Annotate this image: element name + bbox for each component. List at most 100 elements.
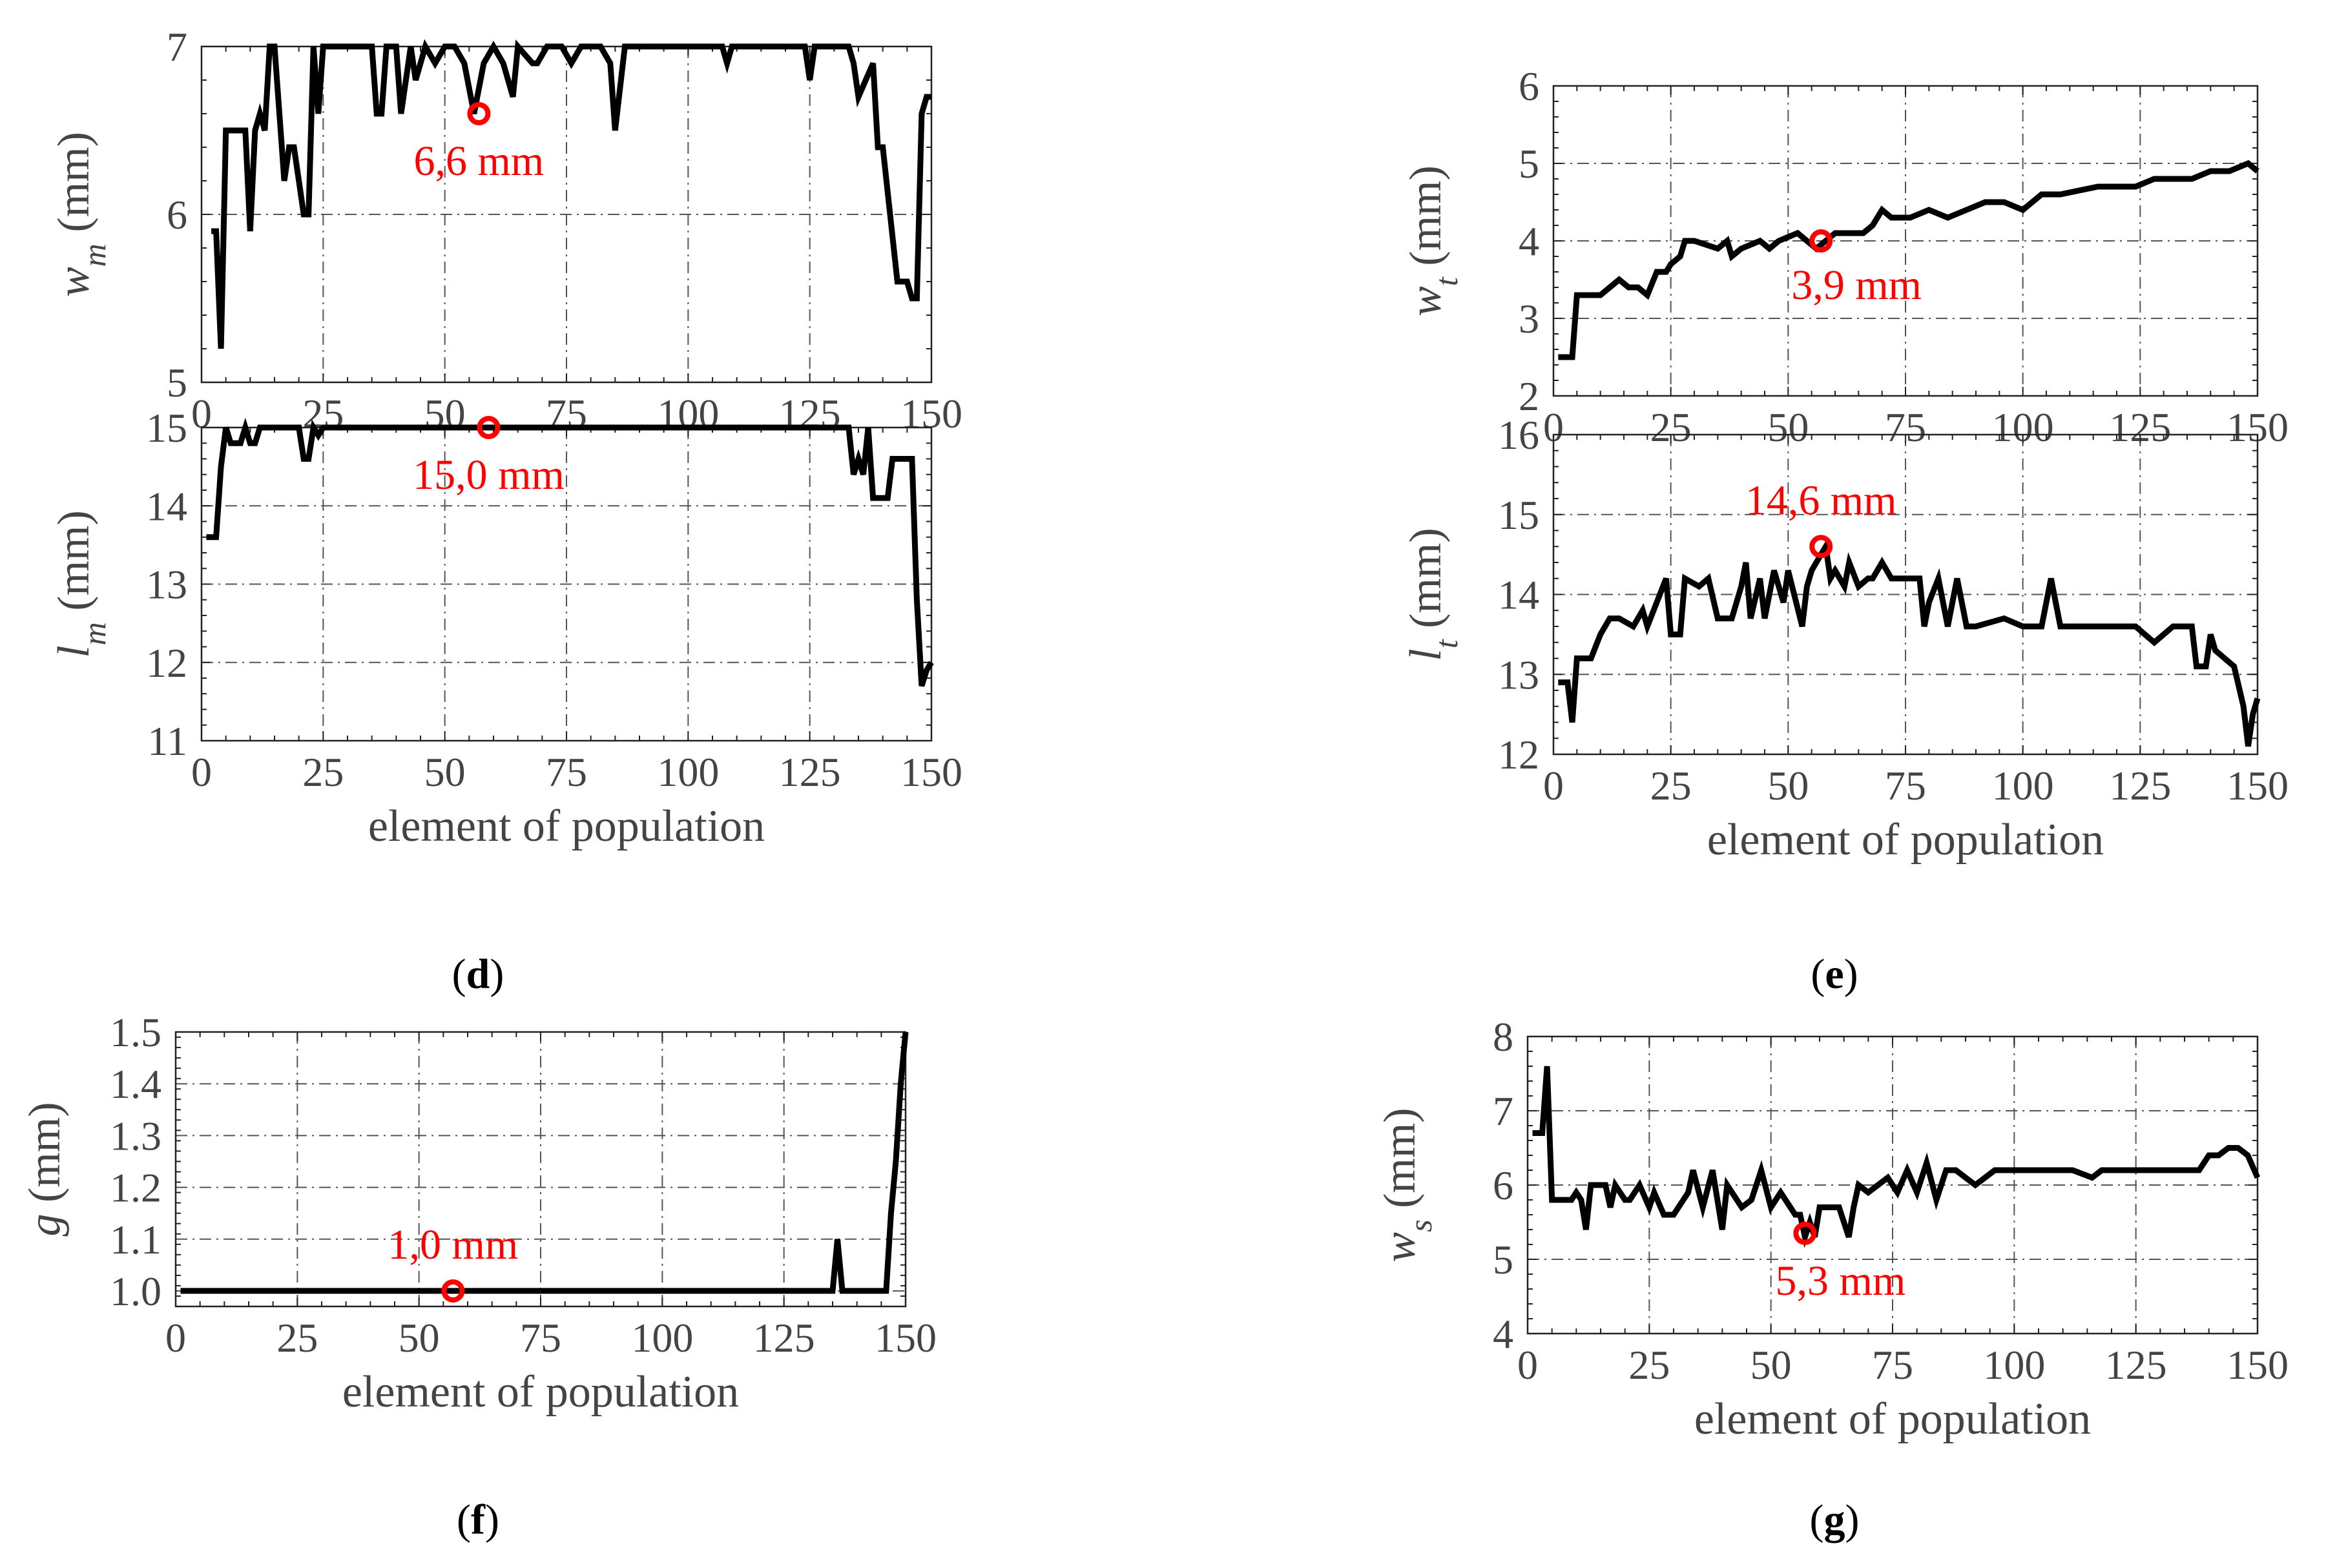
series-line — [1558, 160, 2259, 360]
y-tick-label: 1.3 — [110, 1113, 161, 1159]
x-tick-label: 50 — [399, 1315, 440, 1361]
y-tick-label: 5 — [167, 360, 187, 406]
chart-lt: 0 25 50 75 100 125 150 12 13 14 15 16 element of pop… — [1401, 412, 2289, 865]
optimum-marker — [1793, 1221, 1817, 1245]
x-tick-label: 125 — [2109, 763, 2171, 809]
panel-label-d: (d) — [452, 951, 504, 998]
y-axis-subscript: t — [1428, 639, 1464, 648]
x-tick-label: 25 — [302, 749, 344, 795]
y-tick-label: 4 — [1519, 218, 1539, 264]
x-tick-label: 0 — [1517, 1342, 1538, 1388]
chart-ws: 0 25 50 75 100 125 150 4 5 6 7 8 element of populati… — [1375, 1014, 2289, 1444]
series-line — [211, 39, 931, 349]
y-tick-label: 13 — [146, 562, 187, 608]
y-axis-title: lm (mm) — [49, 510, 112, 658]
optimum-label: 15,0 mm — [413, 451, 565, 499]
x-tick-label: 0 — [1543, 763, 1564, 809]
y-axis-title: lt (mm) — [1401, 528, 1464, 661]
y-axis-variable: l — [49, 645, 99, 657]
y-tick-label: 11 — [147, 718, 187, 764]
y-axis-unit: (mm) — [49, 510, 99, 622]
y-axis-title: ws (mm) — [1375, 1108, 1438, 1262]
panel-label-e: (e) — [1811, 951, 1858, 998]
y-axis-variable: w — [1375, 1232, 1425, 1263]
x-tick-label: 0 — [165, 1315, 186, 1361]
x-tick-label: 125 — [2105, 1342, 2167, 1388]
series-line — [206, 417, 934, 687]
y-tick-label: 15 — [1498, 492, 1539, 538]
x-axis-title: element of population — [368, 801, 765, 851]
optimum-label: 1,0 mm — [388, 1221, 519, 1268]
y-tick-label: 1.2 — [110, 1165, 161, 1211]
optimum-marker — [1809, 229, 1833, 253]
optimum-label: 5,3 mm — [1776, 1257, 1906, 1305]
y-tick-label: 7 — [1493, 1088, 1513, 1134]
optimum-marker — [467, 102, 491, 125]
x-tick-label: 25 — [1628, 1342, 1670, 1388]
x-tick-label: 125 — [779, 749, 841, 795]
y-axis-title: g (mm) — [20, 1102, 70, 1236]
y-axis-unit: (mm) — [1401, 165, 1451, 277]
x-tick-label: 125 — [753, 1315, 815, 1361]
y-tick-label: 1.0 — [110, 1268, 161, 1314]
x-axis-title: element of population — [1694, 1394, 2091, 1444]
x-tick-label: 150 — [900, 749, 962, 795]
optimum-label: 6,6 mm — [414, 138, 545, 185]
series-line — [1558, 538, 2261, 747]
optimum-marker — [477, 416, 501, 439]
y-tick-label: 12 — [1498, 732, 1539, 778]
x-tick-label: 50 — [1767, 763, 1809, 809]
y-tick-label: 5 — [1493, 1237, 1513, 1283]
y-axis-variable: w — [1401, 286, 1451, 316]
y-axis-subscript: m — [76, 622, 112, 645]
panel-label-f: (f) — [457, 1496, 499, 1543]
y-axis-subscript: t — [1428, 276, 1464, 286]
panel-label-g: (g) — [1810, 1496, 1860, 1543]
y-tick-label: 16 — [1498, 412, 1539, 458]
y-tick-label: 6 — [167, 192, 187, 238]
y-tick-label: 1.5 — [110, 1009, 161, 1055]
y-axis-variable: w — [49, 267, 99, 297]
x-tick-label: 25 — [276, 1315, 318, 1361]
x-tick-label: 100 — [1992, 763, 2054, 809]
y-tick-label: 1.4 — [110, 1061, 161, 1107]
x-tick-label: 150 — [2227, 763, 2289, 809]
y-axis-unit: (mm) — [1375, 1108, 1425, 1219]
y-tick-label: 3 — [1519, 296, 1539, 342]
x-tick-label: 100 — [631, 1315, 693, 1361]
y-tick-label: 1.1 — [110, 1217, 161, 1263]
x-tick-label: 150 — [875, 1315, 937, 1361]
y-tick-label: 6 — [1519, 63, 1539, 109]
series-line — [1532, 1066, 2261, 1248]
x-axis-title: element of population — [342, 1367, 739, 1417]
y-tick-label: 5 — [1519, 141, 1539, 187]
y-axis-variable: g — [20, 1214, 70, 1237]
chart-g: 0 25 50 75 100 125 150 1.0 1.1 1.2 1.3 1.4 1.5 elemen… — [20, 1009, 937, 1417]
y-tick-label: 14 — [1498, 572, 1539, 618]
optimum-label: 3,9 mm — [1791, 262, 1922, 309]
y-axis-variable: l — [1401, 648, 1451, 661]
optimum-marker — [441, 1279, 465, 1303]
optimum-label: 14,6 mm — [1745, 477, 1897, 524]
chart-lm: 0 25 50 75 100 125 150 11 12 13 14 15 element of pop… — [49, 405, 962, 851]
x-tick-label: 25 — [1650, 763, 1692, 809]
y-axis-title: wt (mm) — [1401, 165, 1464, 316]
y-axis-subscript: m — [76, 243, 112, 267]
x-axis-title: element of population — [1707, 815, 2104, 865]
y-tick-label: 4 — [1493, 1311, 1513, 1357]
x-tick-label: 75 — [546, 749, 587, 795]
y-axis-title: wm (mm) — [49, 132, 112, 297]
y-tick-label: 6 — [1493, 1162, 1513, 1208]
y-tick-label: 13 — [1498, 652, 1539, 697]
x-tick-label: 100 — [1983, 1342, 2045, 1388]
y-axis-subscript: s — [1402, 1219, 1438, 1232]
y-tick-label: 12 — [146, 640, 187, 686]
y-axis-unit: (mm) — [49, 132, 99, 243]
y-axis-unit: (mm) — [20, 1102, 70, 1213]
y-tick-label: 8 — [1493, 1014, 1513, 1060]
optimum-marker — [1809, 535, 1833, 559]
y-tick-label: 15 — [146, 405, 187, 451]
